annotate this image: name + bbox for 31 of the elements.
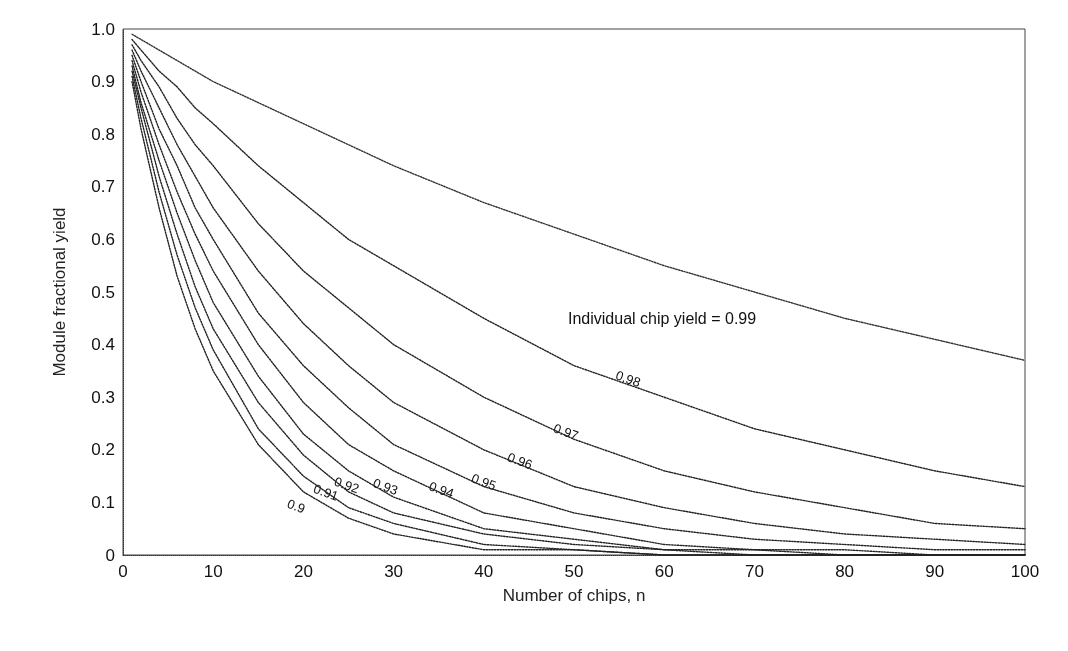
x-tick-label: 90 [925,562,945,581]
x-tick-label: 100 [1010,562,1040,581]
x-tick-label: 60 [654,562,674,581]
x-axis-title: Number of chips, n [502,586,646,605]
y-tick-label: 0.1 [91,492,115,512]
y-tick-label: 0.7 [91,177,115,197]
y-tick-label: 1.0 [91,19,115,39]
y-tick-label: 0.5 [91,282,115,302]
y-tick-label: 0.8 [91,124,115,144]
annotation: 0.9 [285,495,308,517]
y-tick-label: 0.9 [91,72,115,92]
annotation: 0.98 [613,367,643,391]
y-tick-label: 0.6 [91,229,115,249]
annotation: 0.97 [551,420,581,444]
y-tick-label: 0.4 [91,335,115,355]
x-tick-label: 30 [384,562,404,581]
x-tick-label: 50 [564,562,584,581]
x-tick-label: 70 [744,562,764,581]
x-tick-label: 0 [118,562,128,581]
y-axis-title: Module fractional yield [50,207,69,377]
annotation: 0.93 [371,475,400,498]
annotation: 0.94 [426,478,456,502]
y-tick-label: 0.2 [91,440,115,460]
x-tick-label: 40 [474,562,494,581]
y-tick-label: 0 [105,545,115,565]
x-tick-label: 10 [203,562,223,581]
x-tick-label: 20 [293,562,313,581]
annotation: Individual chip yield = 0.99 [568,309,757,327]
x-tick-label: 80 [835,562,855,581]
y-tick-label: 0.3 [91,387,115,407]
annotation: 0.96 [505,449,535,473]
